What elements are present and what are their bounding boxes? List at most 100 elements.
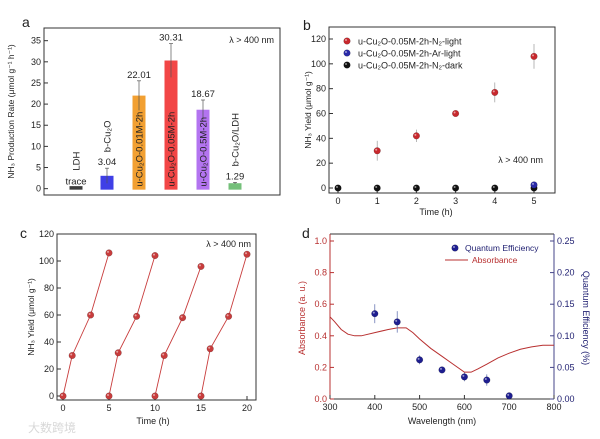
y-tick-label: 30 — [31, 57, 41, 67]
data-point-series-0 — [412, 132, 420, 140]
y-tick-label: 120 — [39, 229, 54, 239]
y-tick-label: 1.0 — [314, 236, 327, 246]
wavelength-annotation: λ > 400 nm — [229, 35, 274, 45]
bar — [164, 60, 178, 190]
x-tick-label: 2 — [414, 196, 419, 206]
y-tick-label: 0 — [36, 184, 41, 194]
category-label: LDH — [72, 152, 83, 171]
x-tick-label: 10 — [150, 403, 160, 413]
y-tick-label: 80 — [316, 84, 326, 94]
qe-point-highlight — [440, 367, 442, 370]
legend-marker — [343, 61, 351, 69]
x-tick-label: 1 — [375, 196, 380, 206]
y-tick-label: 15 — [31, 120, 41, 130]
x-tick-label: 600 — [457, 402, 472, 412]
data-point-series-2-highlight — [492, 186, 495, 188]
panel-d: d 300 400 500 600 700 800 0.0 0.2 0.4 0.6 0.8 1.0 0.0… — [297, 225, 591, 426]
data-point-series-0 — [373, 147, 381, 155]
data-point-highlight — [134, 314, 137, 317]
data-point — [114, 349, 122, 357]
y-tick-label: 0.6 — [314, 299, 327, 309]
data-point — [59, 392, 67, 400]
category-label: u-Cu₂O-0.01M-2h — [135, 112, 146, 187]
data-point — [151, 392, 159, 400]
data-point-series-0 — [491, 88, 499, 96]
y-tick-label: 0.0 — [314, 394, 327, 404]
legend-marker-highlight — [345, 63, 347, 65]
legend-label: u-Cu₂O-0.05M-2h-N₂-light — [358, 37, 462, 47]
legend-label: u-Cu₂O-0.05M-2h-Ar-light — [358, 49, 461, 59]
category-label: u-Cu₂O-0.5M-2h — [199, 117, 210, 187]
x-axis-label: Time (h) — [419, 207, 452, 217]
panel-label: b — [303, 17, 311, 33]
bar — [228, 183, 242, 190]
data-point-series-0-highlight — [414, 133, 417, 136]
cycle-line — [62, 252, 110, 397]
data-point-highlight — [88, 313, 91, 315]
x-tick-label: 700 — [502, 402, 517, 412]
bar — [132, 95, 146, 190]
qe-point — [393, 318, 401, 326]
x-tick-label: 5 — [531, 196, 536, 206]
category-label: b-Cu₂O — [103, 121, 114, 153]
data-point-highlight — [153, 253, 155, 256]
y-tick-label: 0.8 — [314, 268, 327, 278]
data-point-highlight — [226, 314, 229, 317]
cycle-line — [154, 266, 202, 397]
y-tick-label: 100 — [39, 256, 54, 266]
data-point-highlight — [245, 252, 247, 255]
qe-point-highlight — [484, 378, 487, 381]
x-tick-label: 800 — [546, 402, 561, 412]
data-point — [105, 249, 113, 257]
y-tick-label: 35 — [31, 36, 41, 46]
data-point-series-2-highlight — [414, 186, 417, 188]
qe-point-highlight — [417, 357, 420, 360]
legend-marker-qe — [451, 244, 459, 252]
absorbance-line — [329, 316, 554, 373]
qe-point — [505, 392, 513, 400]
data-point-highlight — [199, 394, 201, 396]
y-tick-label: 100 — [311, 59, 326, 69]
y-tick-label: 0 — [321, 183, 326, 193]
y-tick-label: 60 — [316, 109, 326, 119]
plot-frame — [56, 233, 257, 401]
x-tick-label: 0 — [60, 403, 65, 413]
legend-marker — [343, 49, 351, 57]
x-axis-label: Time (h) — [136, 416, 169, 426]
data-point — [225, 312, 233, 320]
data-point-series-0 — [452, 109, 460, 117]
panel-b: b 0 1 2 3 4 5 0 20 40 60 80 100 120 Time (h) NH₃ Yield … — [303, 17, 556, 217]
qe-point — [438, 366, 446, 374]
y2-axis-label: Quantum Efficiency (%) — [581, 271, 591, 365]
data-point-highlight — [70, 353, 73, 356]
plot-frame — [328, 26, 556, 194]
data-point — [105, 392, 113, 400]
data-point — [68, 352, 76, 360]
x-tick-label: 300 — [322, 402, 337, 412]
qe-point-highlight — [462, 374, 465, 377]
data-point-highlight — [162, 353, 165, 356]
y-tick-label: 10 — [31, 141, 41, 151]
data-point-series-2 — [334, 184, 342, 192]
data-point — [87, 311, 95, 319]
y-tick-label: 20 — [31, 99, 41, 109]
y-axis-label: Absorbance (a. u.) — [297, 281, 307, 355]
data-point-series-0 — [530, 52, 538, 60]
wavelength-annotation: λ > 400 nm — [206, 239, 251, 249]
category-label: b-Cu₂O/LDH — [231, 113, 242, 166]
x-tick-label: 3 — [453, 196, 458, 206]
qe-point-highlight — [372, 311, 375, 314]
data-point — [243, 250, 251, 258]
y2-tick-label: 0.10 — [557, 331, 575, 341]
legend-marker-qe-highlight — [453, 246, 455, 248]
data-point-highlight — [180, 315, 183, 318]
x-tick-label: 400 — [367, 402, 382, 412]
data-point-highlight — [107, 394, 109, 396]
data-point-series-2 — [491, 184, 499, 192]
data-point-highlight — [61, 394, 63, 396]
legend-marker-highlight — [345, 51, 347, 53]
value-label: 18.67 — [191, 89, 215, 100]
x-tick-label: 20 — [242, 403, 252, 413]
x-tick-label: 500 — [412, 402, 427, 412]
